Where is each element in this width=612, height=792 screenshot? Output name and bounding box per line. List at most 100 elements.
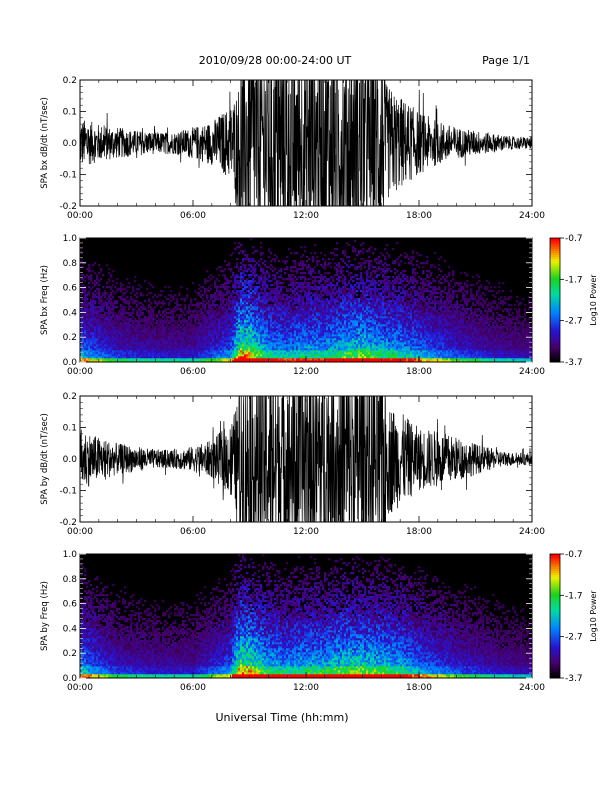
heatmap-cell <box>324 356 327 359</box>
heatmap-cell <box>286 296 289 299</box>
heatmap-cell <box>276 292 279 295</box>
heatmap-cell <box>170 322 173 325</box>
heatmap-cell <box>238 290 241 293</box>
heatmap-cell <box>322 286 325 289</box>
heatmap-cell <box>310 304 313 307</box>
heatmap-cell <box>110 304 113 307</box>
heatmap-cell <box>262 334 265 337</box>
heatmap-cell <box>140 306 143 309</box>
heatmap-cell <box>84 304 87 307</box>
heatmap-cell <box>82 334 85 337</box>
heatmap-cell <box>246 352 249 355</box>
heatmap-cell <box>134 294 137 297</box>
heatmap-cell <box>336 336 339 339</box>
heatmap-cell <box>106 338 109 341</box>
heatmap-cell <box>254 326 257 329</box>
heatmap-cell <box>110 274 113 277</box>
heatmap-cell <box>262 330 265 333</box>
heatmap-cell <box>300 288 303 291</box>
heatmap-cell <box>276 294 279 297</box>
heatmap-cell <box>158 346 161 349</box>
heatmap-cell <box>120 334 123 337</box>
heatmap-cell <box>304 290 307 293</box>
heatmap-cell <box>250 280 253 283</box>
heatmap-cell <box>260 340 263 343</box>
heatmap-cell <box>200 294 203 297</box>
heatmap-cell <box>242 278 245 281</box>
heatmap-cell <box>136 326 139 329</box>
heatmap-cell <box>162 332 165 335</box>
heatmap-cell <box>276 256 279 259</box>
heatmap-cell <box>280 288 283 291</box>
heatmap-cell <box>300 246 303 249</box>
heatmap-cell <box>170 294 173 297</box>
heatmap-cell <box>84 348 87 351</box>
heatmap-cell <box>294 310 297 313</box>
heatmap-cell <box>286 312 289 315</box>
heatmap-cell <box>82 324 85 327</box>
heatmap-cell <box>186 312 189 315</box>
heatmap-cell <box>138 284 141 287</box>
heatmap-cell <box>244 268 247 271</box>
heatmap-cell <box>188 310 191 313</box>
heatmap-cell <box>312 344 315 347</box>
heatmap-cell <box>210 306 213 309</box>
heatmap-cell <box>280 344 283 347</box>
heatmap-cell <box>218 340 221 343</box>
heatmap-cell <box>206 290 209 293</box>
heatmap-cell <box>306 316 309 319</box>
heatmap-cell <box>132 326 135 329</box>
heatmap-cell <box>182 324 185 327</box>
heatmap-cell <box>198 356 201 359</box>
heatmap-cell <box>228 296 231 299</box>
heatmap-cell <box>238 336 241 339</box>
heatmap-cell <box>154 330 157 333</box>
heatmap-cell <box>146 358 149 361</box>
heatmap-cell <box>186 328 189 331</box>
heatmap-cell <box>118 334 121 337</box>
heatmap-cell <box>294 336 297 339</box>
heatmap-cell <box>86 326 89 329</box>
heatmap-cell <box>126 332 129 335</box>
heatmap-cell <box>94 354 97 357</box>
heatmap-cell <box>136 312 139 315</box>
heatmap-cell <box>126 336 129 339</box>
heatmap-cell <box>98 336 101 339</box>
heatmap-cell <box>238 322 241 325</box>
heatmap-cell <box>156 354 159 357</box>
heatmap-cell <box>328 322 331 325</box>
heatmap-cell <box>244 286 247 289</box>
heatmap-cell <box>104 304 107 307</box>
heatmap-cell <box>214 310 217 313</box>
heatmap-cell <box>212 358 215 361</box>
heatmap-cell <box>196 336 199 339</box>
heatmap-cell <box>198 306 201 309</box>
heatmap-cell <box>294 354 297 357</box>
heatmap-cell <box>294 264 297 267</box>
heatmap-cell <box>264 344 267 347</box>
heatmap-cell <box>316 326 319 329</box>
heatmap-cell <box>300 348 303 351</box>
heatmap-cell <box>122 332 125 335</box>
heatmap-cell <box>260 336 263 339</box>
heatmap-cell <box>326 324 329 327</box>
heatmap-cell <box>120 314 123 317</box>
heatmap-cell <box>250 346 253 349</box>
heatmap-cell <box>300 342 303 345</box>
heatmap-cell <box>158 334 161 337</box>
heatmap-cell <box>282 354 285 357</box>
heatmap-cell <box>124 328 127 331</box>
heatmap-cell <box>80 288 83 291</box>
heatmap-cell <box>264 288 267 291</box>
heatmap-cell <box>312 332 315 335</box>
heatmap-cell <box>130 324 133 327</box>
heatmap-cell <box>150 330 153 333</box>
heatmap-cell <box>152 316 155 319</box>
heatmap-cell <box>102 304 105 307</box>
heatmap-cell <box>272 328 275 331</box>
heatmap-cell <box>256 340 259 343</box>
heatmap-cell <box>314 298 317 301</box>
heatmap-cell <box>312 322 315 325</box>
heatmap-cell <box>126 354 129 357</box>
heatmap-cell <box>288 330 291 333</box>
